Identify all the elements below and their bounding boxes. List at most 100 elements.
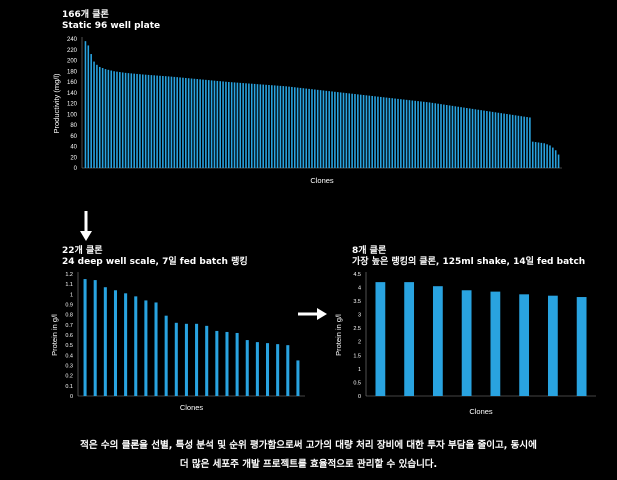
top-chart-bar: [153, 75, 156, 168]
left-chart-bar: [276, 344, 280, 396]
top-chart-bar: [529, 117, 531, 168]
top-chart-bar: [262, 84, 265, 168]
top-chart-bar: [202, 79, 204, 168]
top-chart-bar: [282, 86, 285, 168]
left-chart-bar: [235, 332, 239, 396]
top-chart-bar: [454, 106, 457, 168]
top-chart-bar: [552, 147, 554, 168]
top-chart-bar: [305, 88, 308, 168]
top-chart-bar: [279, 85, 282, 168]
top-chart-bar: [345, 93, 348, 168]
top-chart-bar: [107, 69, 110, 168]
top-chart-bar: [437, 103, 439, 168]
top-chart-bar: [124, 72, 127, 168]
top-chart-bar: [179, 77, 181, 168]
top-chart-bar: [440, 104, 442, 168]
top-chart-bar: [316, 89, 319, 168]
top-chart-bar: [259, 84, 262, 168]
top-chart-bar: [104, 69, 107, 168]
left-chart-ytick-label: 0.7: [65, 323, 73, 329]
top-chart-bar: [457, 106, 459, 168]
top-chart-bar: [425, 102, 428, 168]
top-chart-bar: [90, 54, 92, 168]
top-chart-bar: [190, 78, 193, 168]
top-chart-bar: [554, 150, 557, 168]
top-chart-bar: [537, 142, 540, 168]
top-chart-bar: [296, 87, 299, 168]
top-chart-bar: [428, 102, 431, 168]
right-chart-bar: [404, 282, 415, 396]
top-chart-bar: [371, 95, 373, 168]
top-chart-ytick-label: 60: [70, 134, 77, 140]
top-chart-bar: [488, 111, 491, 168]
top-chart-bar: [271, 85, 273, 168]
right-chart-bar: [490, 291, 501, 396]
top-chart-bar: [133, 73, 135, 168]
left-panel-title-line2: 24 deep well scale, 7일 fed batch 랭킹: [62, 257, 248, 267]
top-chart-bar: [477, 109, 480, 168]
top-chart-bar: [291, 86, 293, 168]
left-chart-bar: [113, 290, 117, 396]
right-chart-ytick-label: 1: [358, 367, 361, 373]
left-chart-ytick-label: 0.1: [65, 384, 73, 390]
top-chart-bar: [141, 74, 144, 168]
top-chart-bar: [531, 141, 534, 168]
top-chart-bar: [239, 82, 242, 168]
top-chart-bar: [402, 99, 405, 168]
caption: 적은 수의 클론을 선별, 특성 분석 및 순위 평가함으로써 고가의 대량 처…: [0, 436, 617, 474]
top-chart-bar: [546, 144, 548, 168]
top-chart-bar: [451, 105, 454, 168]
top-chart-bar: [443, 104, 445, 168]
top-chart-bar: [348, 93, 351, 168]
top-chart-bar: [342, 92, 345, 168]
top-chart-bar: [434, 103, 437, 168]
top-chart-bar: [503, 113, 505, 168]
top-chart-bar: [250, 83, 253, 168]
top-chart-bar: [368, 95, 371, 168]
top-chart-bar: [130, 73, 133, 168]
top-chart-bar: [377, 96, 379, 168]
top-chart-ytick-label: 20: [70, 155, 77, 161]
top-chart-bar: [468, 108, 471, 168]
top-chart-bar: [314, 89, 316, 168]
top-chart-bar: [414, 100, 416, 168]
right-panel-title-line1: 8개 클론: [352, 246, 387, 256]
top-chart-ytick-label: 100: [67, 112, 78, 118]
top-chart-bar: [121, 72, 124, 168]
top-chart-bar: [162, 75, 164, 168]
right-chart-ytick-label: 1.5: [353, 353, 361, 359]
top-chart-bar: [382, 97, 385, 168]
left-panel-title-line1: 22개 클론: [62, 246, 103, 256]
top-chart-bar: [308, 88, 310, 168]
left-chart-xlabel: Clones: [180, 403, 204, 412]
top-chart-bar: [491, 111, 494, 168]
top-chart-bar: [362, 95, 365, 168]
top-chart-xlabel: Clones: [310, 176, 334, 185]
left-chart-bar: [103, 287, 107, 396]
caption-line2: 더 많은 세포주 개발 프로젝트를 효율적으로 관리할 수 있습니다.: [179, 459, 438, 470]
left-panel-title: 22개 클론 24 deep well scale, 7일 fed batch …: [62, 246, 248, 268]
top-chart-bar: [213, 80, 216, 168]
right-chart-bar: [375, 282, 386, 396]
top-chart-bar: [293, 87, 296, 168]
left-chart-bar: [266, 343, 270, 396]
top-chart-bar: [463, 107, 465, 168]
left-chart-ytick-label: 0.3: [65, 363, 73, 369]
left-chart-bar: [205, 325, 209, 396]
top-chart-bar: [474, 109, 477, 168]
top-chart-bar: [193, 78, 196, 168]
left-chart-bar: [83, 279, 87, 396]
top-chart-bar: [385, 97, 388, 168]
top-chart-bar: [408, 100, 411, 168]
top-chart-bar: [359, 94, 362, 168]
top-chart-bar: [185, 77, 187, 168]
top-chart-bar: [540, 142, 543, 168]
right-chart-ytick-label: 0: [358, 394, 361, 400]
left-chart-bar: [144, 300, 148, 396]
top-chart-bar: [391, 98, 394, 168]
left-chart-bar: [174, 322, 178, 396]
right-chart-ytick-label: 2.5: [353, 326, 361, 332]
top-chart-bar: [394, 98, 396, 168]
top-chart-bar: [101, 68, 104, 168]
